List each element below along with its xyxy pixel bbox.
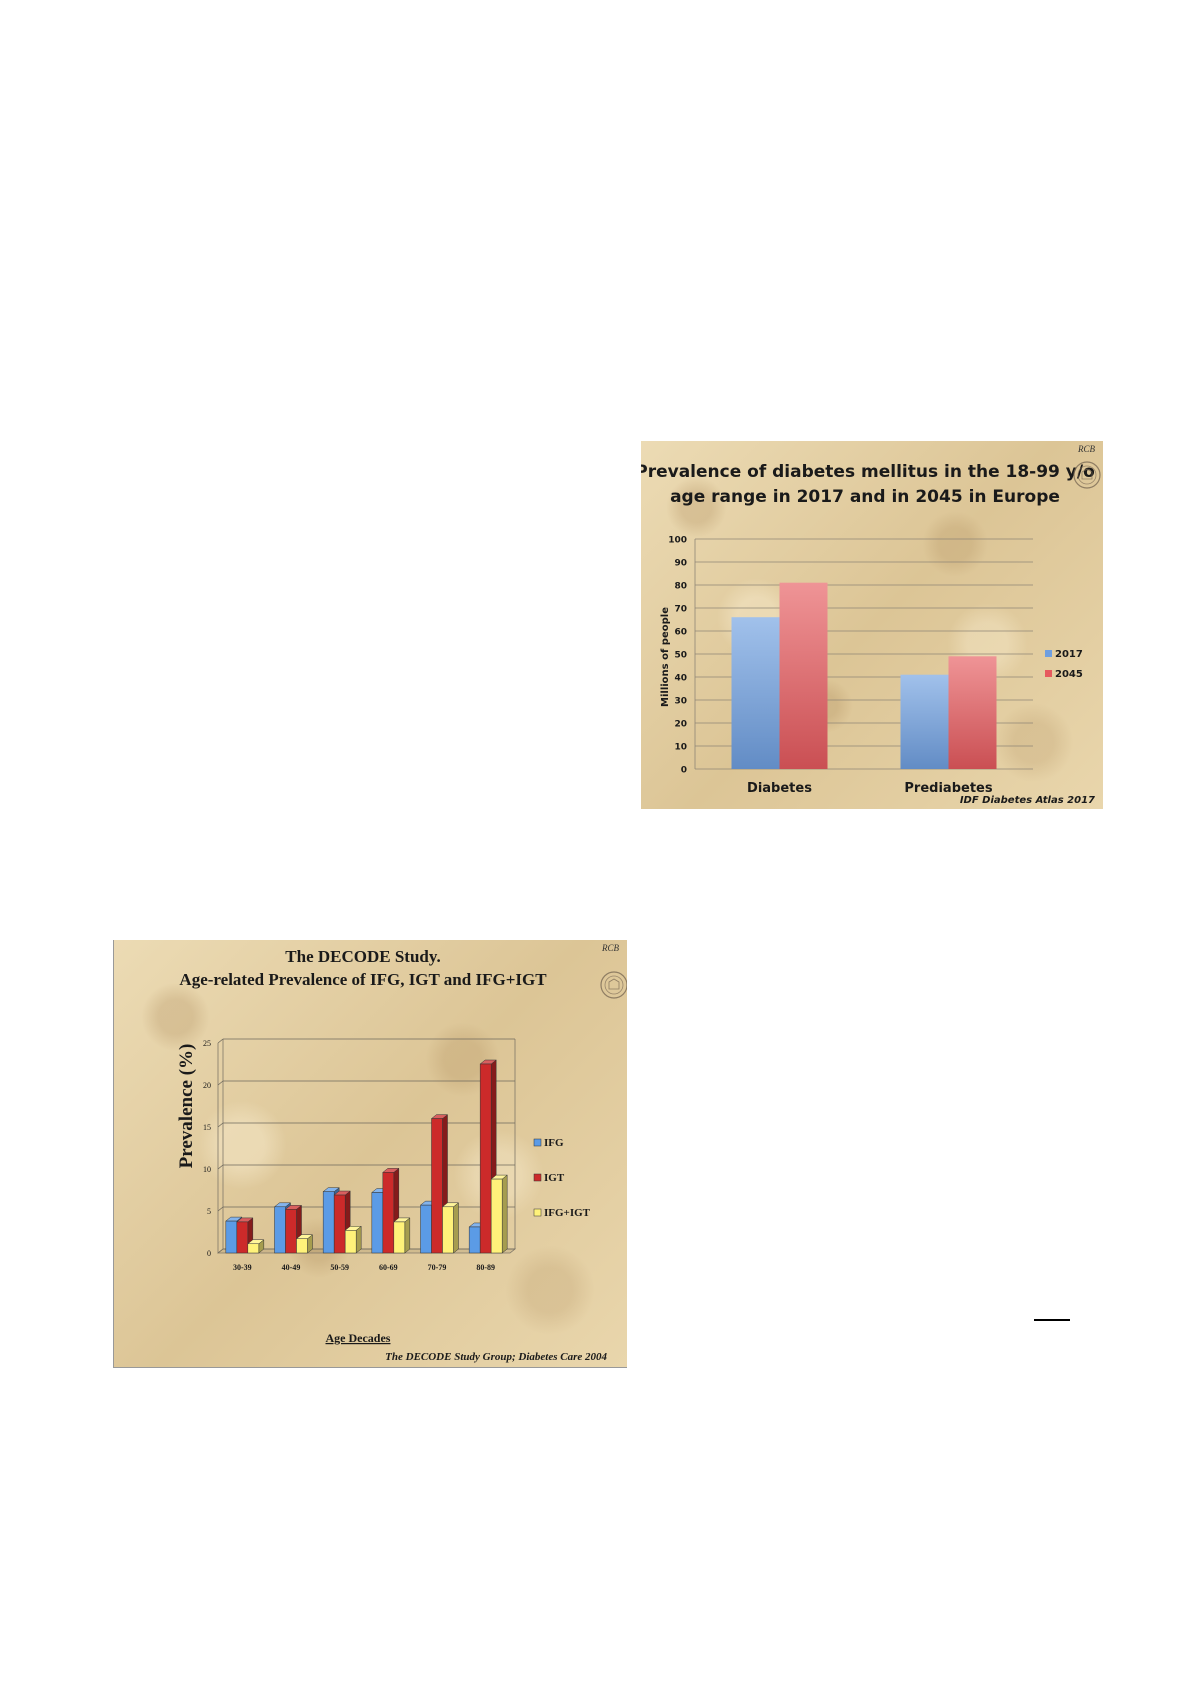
legend-label: 2045 [1055, 669, 1083, 680]
university-seal-icon [600, 971, 627, 999]
slide2-title-line1: The DECODE Study. [285, 947, 440, 966]
y-tick-label: 70 [674, 605, 687, 615]
legend-swatch [1045, 650, 1052, 657]
bar-2045-Prediabetes [948, 656, 997, 769]
y-tick-label: 5 [207, 1207, 211, 1216]
legend-label: IGT [544, 1172, 565, 1184]
y-tick-label: 90 [674, 559, 687, 569]
legend-label: IFG [544, 1137, 564, 1149]
slide1-source: IDF Diabetes Atlas 2017 [960, 795, 1095, 806]
bar-IFG+IGT-80-89 [490, 1174, 508, 1254]
legend-label: IFG+IGT [544, 1207, 591, 1219]
y-tick-label: 25 [203, 1039, 211, 1048]
y-tick-label: 60 [674, 628, 687, 638]
university-seal-icon [1073, 461, 1101, 489]
category-label: Diabetes [747, 781, 812, 796]
y-tick-label: 10 [674, 743, 687, 753]
slide2-title-line2: Age-related Prevalence of IFG, IGT and I… [179, 970, 547, 989]
chart-diabetes-europe: 0 10 20 30 40 50 60 70 80 90 100 Diabetes Prediabet… [641, 444, 1101, 806]
y-tick-label: 20 [203, 1081, 211, 1090]
slide1-title-line1: Prevalence of diabetes mellitus in the 1… [641, 462, 1095, 482]
y-tick-label: 30 [674, 697, 687, 707]
bar-IFG+IGT-30-39 [247, 1239, 265, 1254]
y-tick-label: 20 [674, 720, 687, 730]
y-tick-label: 0 [681, 766, 687, 776]
y-tick-label: 50 [674, 651, 687, 661]
slide1-y-axis-label: Millions of people [660, 607, 671, 707]
bar-IFG+IGT-40-49 [295, 1234, 314, 1254]
category-label: 30-39 [233, 1263, 252, 1272]
slide1-title-line2: age range in 2017 and in 2045 in Europe [670, 487, 1060, 507]
slide1-monogram: RCB [1077, 444, 1096, 454]
bar-IFG+IGT-50-59 [344, 1225, 362, 1254]
slide2-monogram: RCB [601, 943, 620, 953]
y-tick-label: 40 [674, 674, 687, 684]
legend-label: 2017 [1055, 649, 1083, 660]
slide2-x-axis-label: Age Decades [326, 1331, 391, 1345]
category-label: 80-89 [476, 1263, 495, 1272]
stray-underline-mark [1034, 1319, 1070, 1321]
bar-2017-Prediabetes [900, 674, 949, 769]
legend-swatch [533, 1208, 542, 1217]
y-tick-label: 0 [207, 1249, 211, 1258]
bar-IFG+IGT-70-79 [441, 1202, 460, 1254]
legend-swatch [533, 1173, 542, 1182]
legend-swatch [533, 1138, 542, 1147]
slide2-y-axis-label: Prevalence (%) [176, 1044, 197, 1169]
slide-decode-study: 0 5 10 15 20 25 30-39 40-49 50-59 60-69 70-79 80-8… [113, 940, 627, 1368]
category-label: 50-59 [330, 1263, 349, 1272]
legend-swatch [1045, 670, 1052, 677]
y-tick-label: 10 [203, 1165, 211, 1174]
slide-diabetes-prevalence-europe: 0 10 20 30 40 50 60 70 80 90 100 Diabetes Prediabet… [641, 441, 1103, 809]
bar-2045-Diabetes [779, 582, 828, 769]
y-tick-label: 15 [203, 1123, 211, 1132]
category-label: 70-79 [428, 1263, 447, 1272]
category-label: 40-49 [282, 1263, 301, 1272]
chart-decode-study: 0 5 10 15 20 25 30-39 40-49 50-59 60-69 70-79 80-8… [176, 943, 627, 1363]
y-tick-label: 100 [668, 536, 687, 546]
bar-IFG+IGT-60-69 [393, 1217, 411, 1254]
bar-2017-Diabetes [731, 617, 780, 769]
y-tick-label: 80 [674, 582, 687, 592]
slide2-source: The DECODE Study Group; Diabetes Care 20… [385, 1351, 607, 1363]
category-label: Prediabetes [904, 781, 992, 796]
category-label: 60-69 [379, 1263, 398, 1272]
